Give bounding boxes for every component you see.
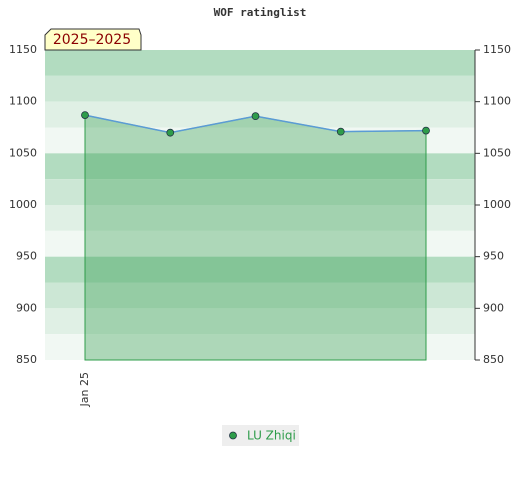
background-band [45,230,475,257]
badge: 2025–2025 [44,28,142,51]
y2-tick-label: 950 [483,250,504,263]
chart-title: WOF ratinglist [214,6,307,19]
point [166,128,175,137]
background-band [45,256,475,283]
background-band [45,308,475,335]
y2-tick-label: 850 [483,353,504,366]
y-tick-label: 850 [16,353,37,366]
y2-tick-label: 1000 [483,198,511,211]
y2-tick-label: 1100 [483,95,511,108]
legend-label: LU Zhiqi [247,429,296,443]
background-band [45,101,475,128]
background-band [45,153,475,180]
point [336,127,345,136]
point [81,111,89,119]
y-tick-label: 1150 [9,43,37,56]
y2-tick-label: 1050 [483,146,511,159]
point [422,126,430,135]
badge-text: 2025–2025 [53,32,131,48]
background-band [45,50,475,76]
badge-box [44,28,142,51]
background-band [45,127,475,154]
background-band [45,205,475,231]
background-band [45,282,475,309]
point [251,112,260,121]
y-tick-label: 950 [16,250,37,263]
background-band [45,75,475,102]
y-tick-label: 1100 [9,95,37,108]
y2-tick-label: 1150 [483,43,511,56]
y-tick-label: 1050 [9,146,37,159]
y-tick-label: 1000 [9,198,37,211]
background-band [45,334,475,360]
y2-tick-label: 900 [483,301,504,314]
background-band [45,179,475,205]
area [84,114,427,361]
y-tick-label: 900 [16,301,37,314]
x-tick-label: Jan 25 [78,372,91,407]
legend-box [222,425,299,446]
legend-marker [229,431,237,440]
